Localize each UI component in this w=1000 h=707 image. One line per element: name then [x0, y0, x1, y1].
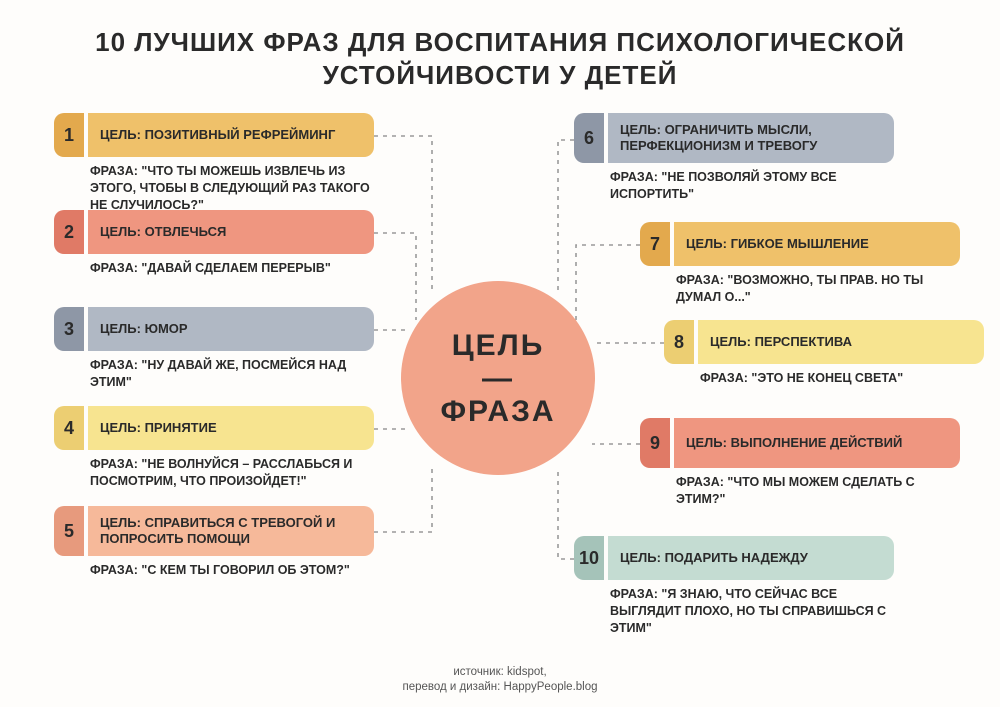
phrase-text: ФРАЗА: "ВОЗМОЖНО, ТЫ ПРАВ. НО ТЫ ДУМАЛ О… [640, 266, 960, 306]
phrase-text: ФРАЗА: "НУ ДАВАЙ ЖЕ, ПОСМЕЙСЯ НАД ЭТИМ" [54, 351, 374, 391]
item-4: 4ЦЕЛЬ: ПРИНЯТИЕФРАЗА: "НЕ ВОЛНУЙСЯ – РАС… [54, 406, 374, 490]
phrase-text: ФРАЗА: "ЭТО НЕ КОНЕЦ СВЕТА" [664, 364, 984, 387]
item-10: 10ЦЕЛЬ: ПОДАРИТЬ НАДЕЖДУФРАЗА: "Я ЗНАЮ, … [574, 536, 894, 637]
item-number: 2 [54, 210, 84, 254]
item-number: 8 [664, 320, 694, 364]
item-1: 1ЦЕЛЬ: ПОЗИТИВНЫЙ РЕФРЕЙМИНГФРАЗА: "ЧТО … [54, 113, 374, 214]
goal-pill: 1ЦЕЛЬ: ПОЗИТИВНЫЙ РЕФРЕЙМИНГ [54, 113, 374, 157]
goal-text: ЦЕЛЬ: ПОДАРИТЬ НАДЕЖДУ [608, 536, 894, 580]
item-7: 7ЦЕЛЬ: ГИБКОЕ МЫШЛЕНИЕФРАЗА: "ВОЗМОЖНО, … [640, 222, 960, 306]
goal-text: ЦЕЛЬ: ЮМОР [88, 307, 374, 351]
item-5: 5ЦЕЛЬ: СПРАВИТЬСЯ С ТРЕВОГОЙ И ПОПРОСИТЬ… [54, 506, 374, 579]
goal-pill: 9ЦЕЛЬ: ВЫПОЛНЕНИЕ ДЕЙСТВИЙ [640, 418, 960, 468]
center-label: ЦЕЛЬ—ФРАЗА [440, 329, 555, 428]
item-number: 5 [54, 506, 84, 556]
goal-pill: 4ЦЕЛЬ: ПРИНЯТИЕ [54, 406, 374, 450]
item-number: 6 [574, 113, 604, 163]
center-circle: ЦЕЛЬ—ФРАЗА [401, 281, 595, 475]
phrase-text: ФРАЗА: "ДАВАЙ СДЕЛАЕМ ПЕРЕРЫВ" [54, 254, 374, 277]
item-number: 9 [640, 418, 670, 468]
goal-text: ЦЕЛЬ: ПОЗИТИВНЫЙ РЕФРЕЙМИНГ [88, 113, 374, 157]
phrase-text: ФРАЗА: "С КЕМ ТЫ ГОВОРИЛ ОБ ЭТОМ?" [54, 556, 374, 579]
goal-pill: 2ЦЕЛЬ: ОТВЛЕЧЬСЯ [54, 210, 374, 254]
item-number: 4 [54, 406, 84, 450]
goal-pill: 5ЦЕЛЬ: СПРАВИТЬСЯ С ТРЕВОГОЙ И ПОПРОСИТЬ… [54, 506, 374, 556]
goal-pill: 3ЦЕЛЬ: ЮМОР [54, 307, 374, 351]
footer-credits: источник: kidspot, перевод и дизайн: Hap… [0, 665, 1000, 695]
page-title: 10 ЛУЧШИХ ФРАЗ ДЛЯ ВОСПИТАНИЯ ПСИХОЛОГИЧ… [0, 26, 1000, 91]
infographic-canvas: 10 ЛУЧШИХ ФРАЗ ДЛЯ ВОСПИТАНИЯ ПСИХОЛОГИЧ… [0, 0, 1000, 707]
footer-line-1: источник: kidspot, [0, 665, 1000, 680]
goal-text: ЦЕЛЬ: ПРИНЯТИЕ [88, 406, 374, 450]
goal-text: ЦЕЛЬ: ОТВЛЕЧЬСЯ [88, 210, 374, 254]
goal-text: ЦЕЛЬ: ГИБКОЕ МЫШЛЕНИЕ [674, 222, 960, 266]
item-number: 1 [54, 113, 84, 157]
phrase-text: ФРАЗА: "НЕ ПОЗВОЛЯЙ ЭТОМУ ВСЕ ИСПОРТИТЬ" [574, 163, 894, 203]
goal-text: ЦЕЛЬ: ВЫПОЛНЕНИЕ ДЕЙСТВИЙ [674, 418, 960, 468]
goal-text: ЦЕЛЬ: ОГРАНИЧИТЬ МЫСЛИ, ПЕРФЕКЦИОНИЗМ И … [608, 113, 894, 163]
item-number: 7 [640, 222, 670, 266]
goal-pill: 7ЦЕЛЬ: ГИБКОЕ МЫШЛЕНИЕ [640, 222, 960, 266]
goal-text: ЦЕЛЬ: ПЕРСПЕКТИВА [698, 320, 984, 364]
item-8: 8ЦЕЛЬ: ПЕРСПЕКТИВАФРАЗА: "ЭТО НЕ КОНЕЦ С… [664, 320, 984, 387]
goal-text: ЦЕЛЬ: СПРАВИТЬСЯ С ТРЕВОГОЙ И ПОПРОСИТЬ … [88, 506, 374, 556]
item-9: 9ЦЕЛЬ: ВЫПОЛНЕНИЕ ДЕЙСТВИЙФРАЗА: "ЧТО МЫ… [640, 418, 960, 508]
item-6: 6ЦЕЛЬ: ОГРАНИЧИТЬ МЫСЛИ, ПЕРФЕКЦИОНИЗМ И… [574, 113, 894, 203]
goal-pill: 8ЦЕЛЬ: ПЕРСПЕКТИВА [664, 320, 984, 364]
phrase-text: ФРАЗА: "ЧТО ТЫ МОЖЕШЬ ИЗВЛЕЧЬ ИЗ ЭТОГО, … [54, 157, 374, 214]
goal-pill: 10ЦЕЛЬ: ПОДАРИТЬ НАДЕЖДУ [574, 536, 894, 580]
goal-pill: 6ЦЕЛЬ: ОГРАНИЧИТЬ МЫСЛИ, ПЕРФЕКЦИОНИЗМ И… [574, 113, 894, 163]
phrase-text: ФРАЗА: "Я ЗНАЮ, ЧТО СЕЙЧАС ВСЕ ВЫГЛЯДИТ … [574, 580, 894, 637]
item-3: 3ЦЕЛЬ: ЮМОРФРАЗА: "НУ ДАВАЙ ЖЕ, ПОСМЕЙСЯ… [54, 307, 374, 391]
item-2: 2ЦЕЛЬ: ОТВЛЕЧЬСЯФРАЗА: "ДАВАЙ СДЕЛАЕМ ПЕ… [54, 210, 374, 277]
item-number: 10 [574, 536, 604, 580]
footer-line-2: перевод и дизайн: HappyPeople.blog [0, 680, 1000, 695]
item-number: 3 [54, 307, 84, 351]
phrase-text: ФРАЗА: "ЧТО МЫ МОЖЕМ СДЕЛАТЬ С ЭТИМ?" [640, 468, 960, 508]
phrase-text: ФРАЗА: "НЕ ВОЛНУЙСЯ – РАССЛАБЬСЯ И ПОСМО… [54, 450, 374, 490]
